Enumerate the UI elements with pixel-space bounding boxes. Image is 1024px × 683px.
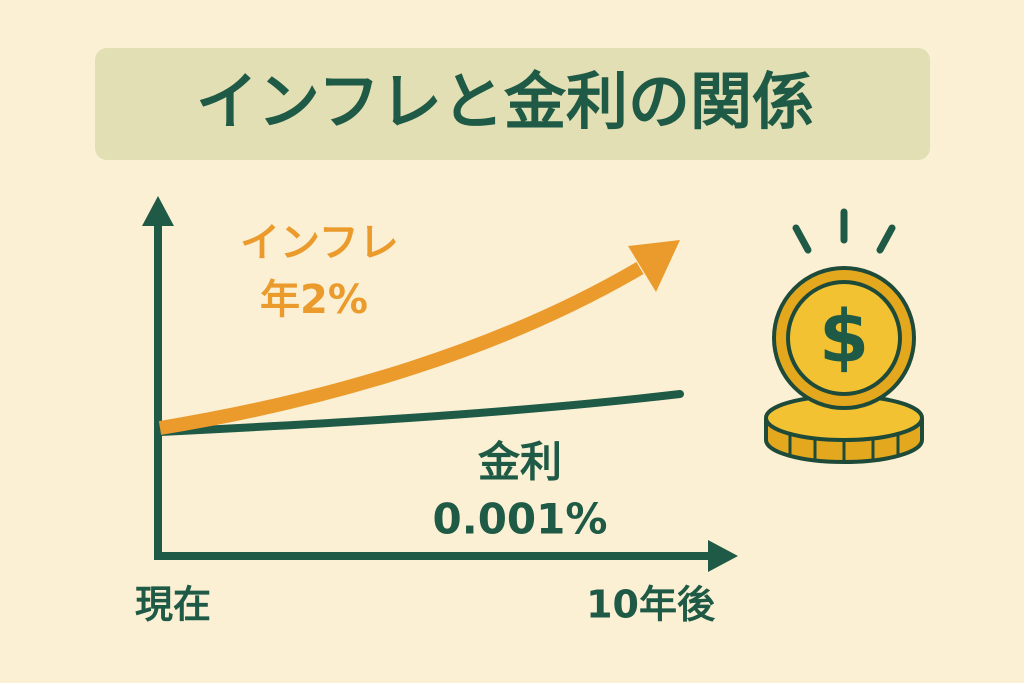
y-arrowhead <box>142 196 174 226</box>
coin-icon <box>764 208 924 464</box>
title-box <box>95 48 930 160</box>
interest-label: 金利 <box>477 438 562 487</box>
title: インフレと金利の関係 <box>196 65 814 138</box>
inflation-rate: 年2% <box>260 277 368 323</box>
inflation-arrowhead <box>628 240 680 292</box>
axis-start: 現在 <box>135 583 211 627</box>
axes <box>154 218 718 560</box>
axis-end: 10年後 <box>586 583 716 627</box>
interest-rate: 0.001% <box>433 495 608 544</box>
x-arrowhead <box>708 540 738 572</box>
inflation-label: インフレ <box>240 220 399 266</box>
coin-symbol: $ <box>819 295 869 379</box>
interest-line <box>156 390 684 436</box>
inflation-curve <box>158 261 644 435</box>
